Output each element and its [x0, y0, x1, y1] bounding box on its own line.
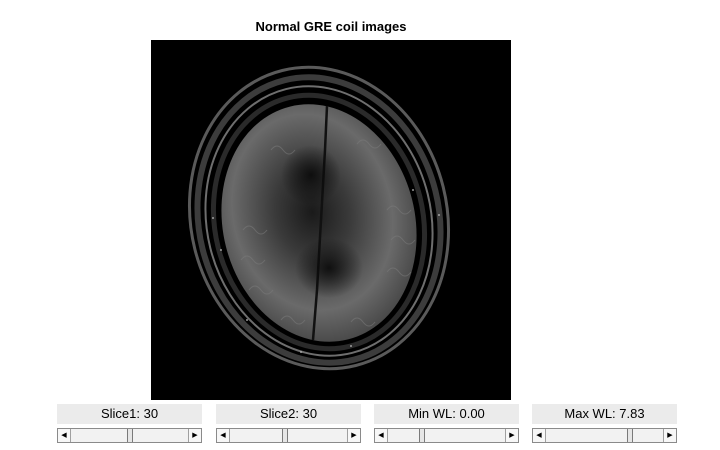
slider-thumb[interactable] [627, 429, 633, 442]
arrow-left-icon[interactable]: ◀ [217, 429, 230, 442]
slider-thumb[interactable] [419, 429, 425, 442]
arrow-right-icon[interactable]: ▶ [505, 429, 518, 442]
min-wl-control: Min WL: 0.00 ◀ ▶ [374, 404, 519, 444]
max-wl-label: Max WL: 7.83 [532, 404, 677, 424]
slider-track[interactable] [388, 429, 505, 442]
mri-image [151, 40, 511, 400]
brain-slice-image [187, 65, 451, 371]
slice1-control: Slice1: 30 ◀ ▶ [57, 404, 202, 444]
arrow-right-icon[interactable]: ▶ [663, 429, 676, 442]
slice2-slider[interactable]: ◀ ▶ [216, 428, 361, 443]
slice1-slider[interactable]: ◀ ▶ [57, 428, 202, 443]
slider-track[interactable] [546, 429, 663, 442]
slice2-control: Slice2: 30 ◀ ▶ [216, 404, 361, 444]
slice1-label: Slice1: 30 [57, 404, 202, 424]
min-wl-label: Min WL: 0.00 [374, 404, 519, 424]
arrow-right-icon[interactable]: ▶ [188, 429, 201, 442]
slider-thumb[interactable] [282, 429, 288, 442]
slider-track[interactable] [230, 429, 347, 442]
max-wl-control: Max WL: 7.83 ◀ ▶ [532, 404, 677, 444]
figure-title: Normal GRE coil images [255, 19, 407, 34]
arrow-left-icon[interactable]: ◀ [375, 429, 388, 442]
arrow-left-icon[interactable]: ◀ [533, 429, 546, 442]
arrow-right-icon[interactable]: ▶ [347, 429, 360, 442]
arrow-left-icon[interactable]: ◀ [58, 429, 71, 442]
slice2-label: Slice2: 30 [216, 404, 361, 424]
slider-thumb[interactable] [127, 429, 133, 442]
slider-track[interactable] [71, 429, 188, 442]
max-wl-slider[interactable]: ◀ ▶ [532, 428, 677, 443]
min-wl-slider[interactable]: ◀ ▶ [374, 428, 519, 443]
